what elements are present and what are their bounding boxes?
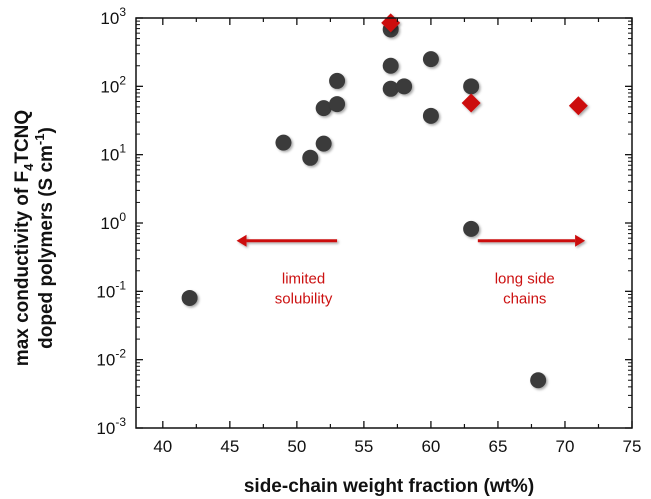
x-tick-label: 55 — [354, 437, 373, 456]
y-axis-title: max conductivity of F4TCNQ doped polymer… — [12, 110, 57, 366]
data-point-circle — [463, 78, 480, 95]
data-point-circle — [382, 80, 399, 97]
data-point-circle — [463, 220, 480, 237]
data-point-diamond — [461, 93, 481, 113]
plot-frame — [135, 17, 633, 429]
data-point-circle — [302, 149, 319, 166]
y-tick-label: 103 — [100, 5, 126, 28]
y-title-line2-pre: doped polymers (S cm — [36, 145, 57, 349]
arrow-head — [575, 234, 586, 247]
x-tick-label: 65 — [488, 437, 507, 456]
y-tick-label: 100 — [100, 210, 126, 233]
y-tick-label: 102 — [100, 73, 126, 96]
x-tick-label: 75 — [623, 437, 642, 456]
y-tick-label: 10-3 — [96, 415, 126, 438]
x-tick-label: 50 — [287, 437, 306, 456]
data-point-circle — [396, 78, 413, 95]
x-tick-label: 60 — [421, 437, 440, 456]
annotation-text: chains — [503, 291, 546, 308]
x-axis-title: side-chain weight fraction (wt%) — [244, 476, 534, 497]
svg-text:doped polymers (S cm-1): doped polymers (S cm-1) — [32, 127, 57, 349]
x-tick-label: 70 — [556, 437, 575, 456]
data-point-circle — [530, 372, 547, 389]
x-tick-label: 40 — [153, 437, 172, 456]
data-point-circle — [422, 51, 439, 68]
arrow-head — [236, 234, 247, 247]
data-point-circle — [315, 100, 332, 117]
data-point-circle — [329, 72, 346, 89]
y-title-line1-post: TCNQ — [12, 110, 33, 164]
y-title-line1-pre: max conductivity of F — [12, 171, 33, 366]
y-tick-label: 10-2 — [96, 347, 126, 370]
data-point-circle — [329, 96, 346, 113]
y-tick-label: 101 — [100, 142, 126, 165]
data-point-circle — [315, 135, 332, 152]
annotation-arrow — [477, 234, 586, 247]
x-tick-label: 45 — [220, 437, 239, 456]
y-title-line2-post: ) — [36, 127, 57, 133]
annotation-text: long side — [495, 271, 555, 288]
data-point-circle — [382, 57, 399, 74]
y-title-line1-sub: 4 — [21, 163, 36, 171]
svg-text:max conductivity of F4TCNQ: max conductivity of F4TCNQ — [12, 110, 36, 366]
y-title-line2-sup: -1 — [32, 133, 47, 145]
data-point-circle — [422, 107, 439, 124]
data-point-circle — [275, 134, 292, 151]
annotation-arrow — [236, 234, 338, 247]
data-point-diamond — [568, 96, 588, 116]
data-point-circle — [181, 289, 198, 306]
annotation-text: solubility — [275, 291, 333, 308]
annotation-text: limited — [282, 271, 325, 288]
y-tick-label: 10-1 — [96, 278, 126, 301]
